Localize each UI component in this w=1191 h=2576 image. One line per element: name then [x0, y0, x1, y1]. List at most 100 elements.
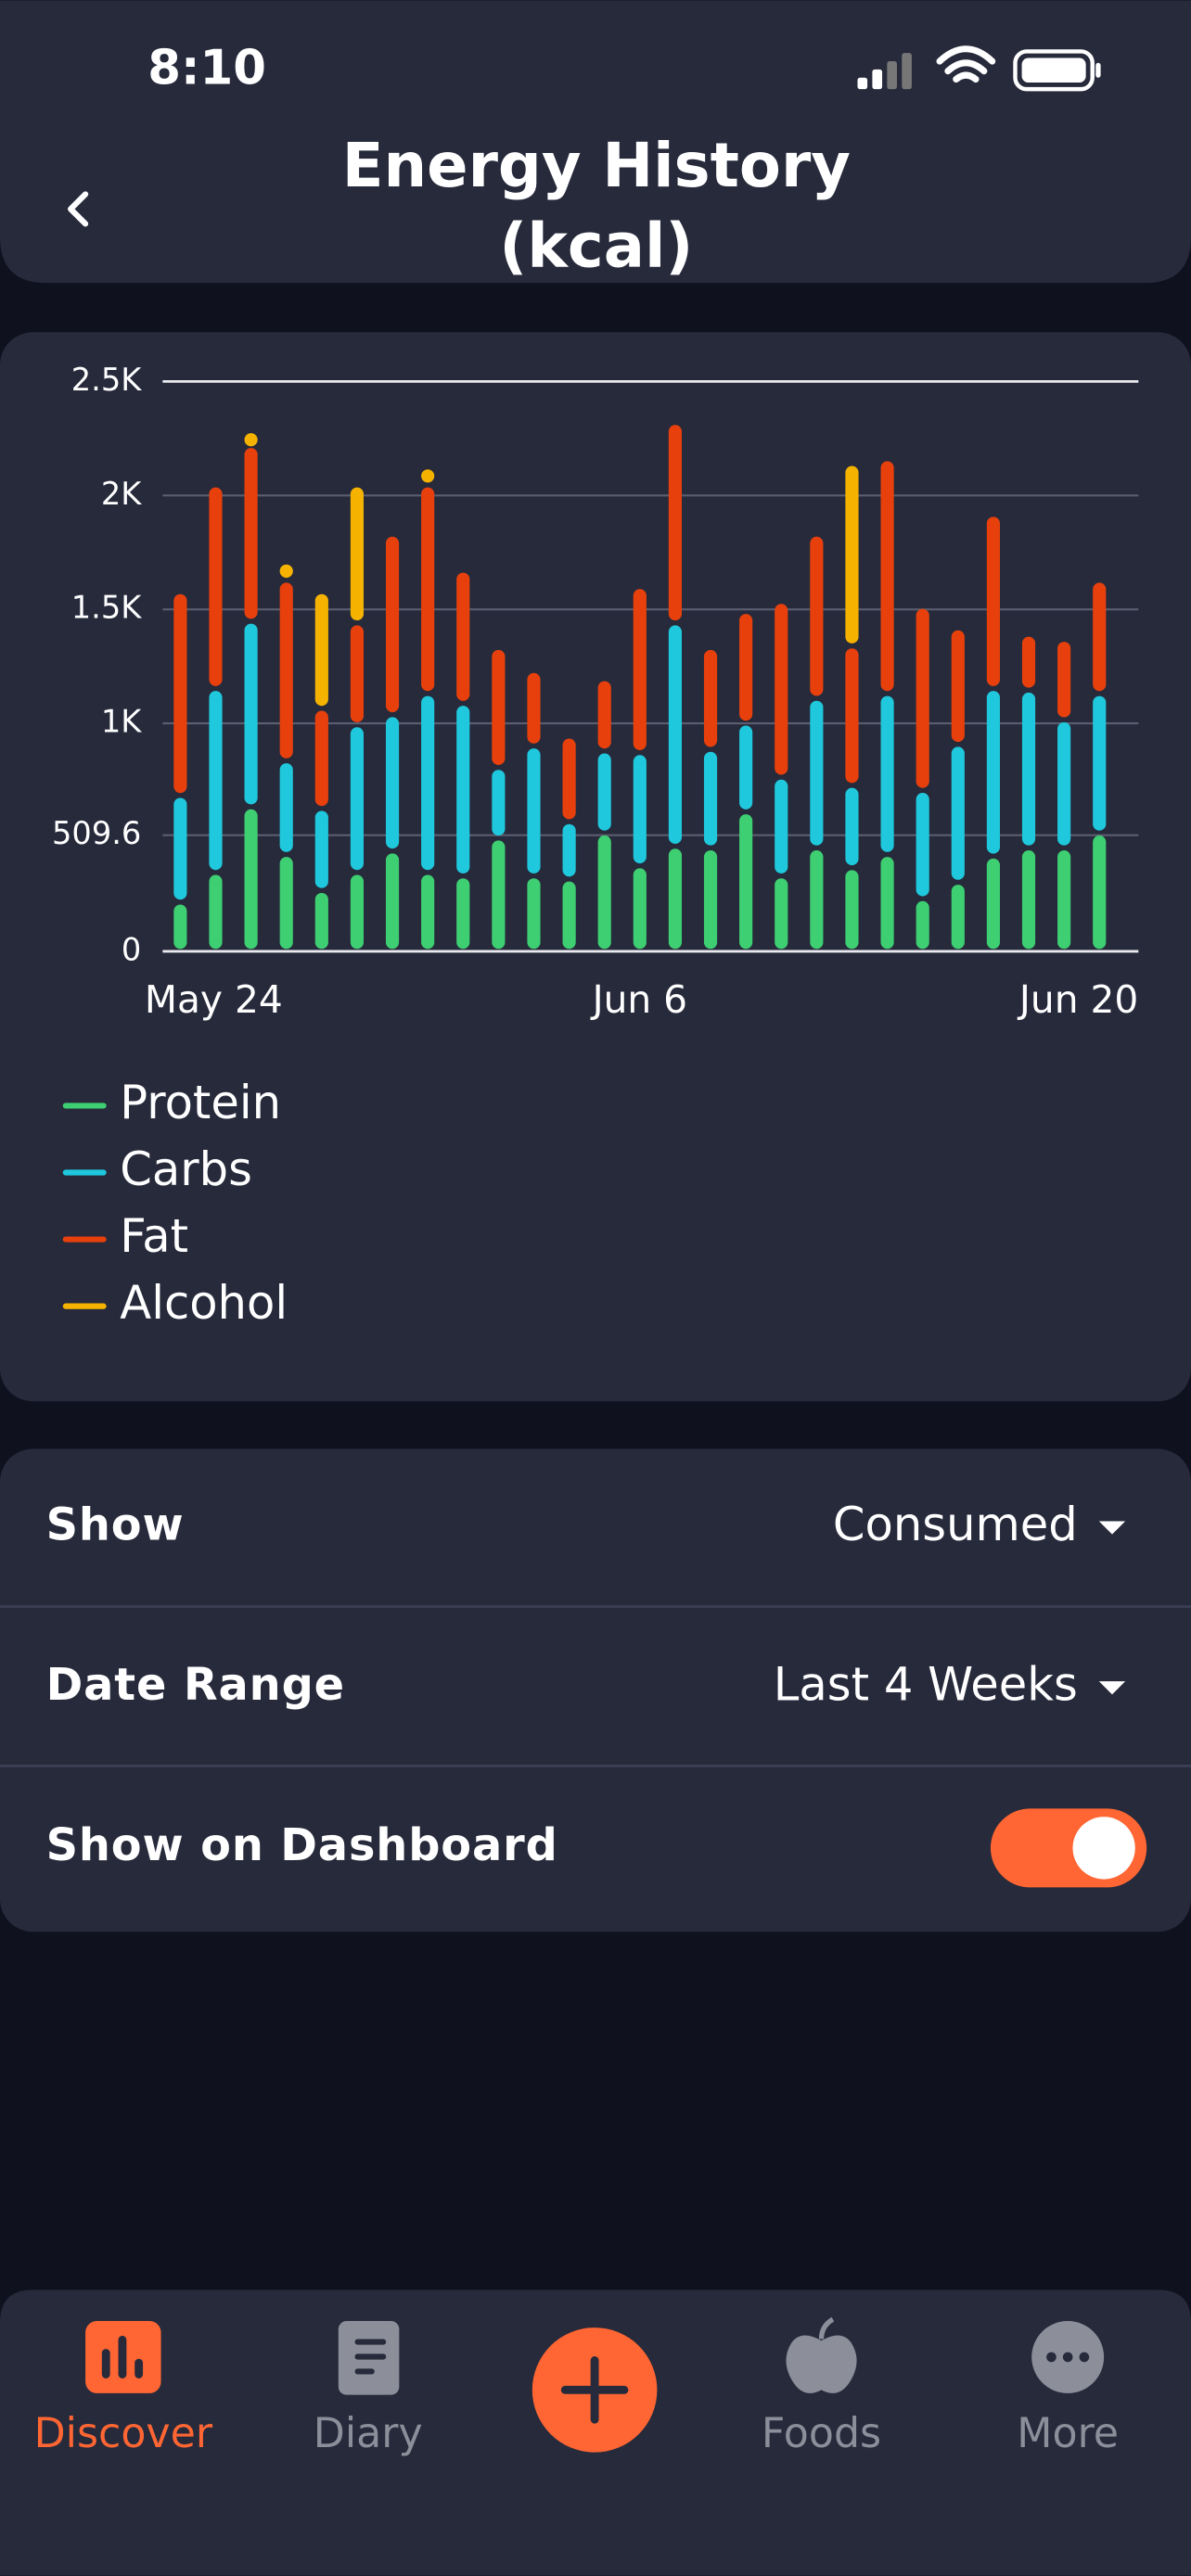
bar-segment	[492, 649, 506, 765]
bar-segment	[244, 433, 258, 447]
bar-segment	[703, 751, 718, 846]
screen-title: Energy History (kcal)	[342, 131, 851, 282]
bar-segment	[350, 625, 365, 722]
tab-label[interactable]: Foods	[762, 2410, 881, 2457]
tab-label[interactable]: More	[1017, 2410, 1119, 2457]
bar-segment	[703, 849, 718, 950]
y-tick-label: 2.5K	[71, 362, 142, 398]
bar-segment	[951, 885, 965, 950]
bar-segment	[421, 695, 435, 871]
bar-segment	[810, 700, 824, 846]
setting-value[interactable]: Last 4 Weeks	[774, 1658, 1078, 1712]
bar-segment	[279, 763, 293, 852]
bar-segment	[209, 874, 223, 950]
bar-segment	[527, 878, 541, 950]
bar-segment	[350, 727, 365, 871]
bar-segment	[775, 604, 788, 775]
bar-segment	[562, 881, 576, 950]
bar-segment	[173, 904, 187, 950]
bar-segment	[421, 487, 435, 692]
bar-segment	[209, 691, 223, 871]
bar-segment	[244, 623, 258, 805]
settings-card	[0, 1448, 1191, 1932]
bar-segment	[916, 900, 929, 950]
bar-segment	[845, 787, 859, 866]
bar-segment	[492, 770, 506, 836]
bar-segment	[456, 572, 470, 701]
bar-segment	[1021, 849, 1036, 950]
bar-segment	[562, 823, 576, 877]
bar-segment	[279, 564, 293, 579]
bar-segment	[845, 465, 859, 644]
bar-segment	[1057, 721, 1071, 846]
legend-label: Fat	[120, 1209, 188, 1263]
bar-segment	[209, 487, 223, 686]
legend-label: Carbs	[120, 1142, 252, 1196]
tab-label[interactable]: Diary	[314, 2410, 423, 2457]
bar-segment	[527, 672, 541, 744]
bar-segment	[1057, 642, 1071, 718]
bar-segment	[703, 649, 718, 747]
bar-segment	[986, 858, 1001, 950]
setting-label: Show	[46, 1500, 185, 1551]
bar-segment	[421, 469, 435, 483]
bar-segment	[810, 536, 824, 696]
bar-segment	[775, 779, 788, 874]
bar-segment	[739, 814, 753, 950]
dropdown-arrow	[1098, 1681, 1126, 1695]
bar-segment	[880, 695, 894, 852]
bar-segment	[633, 868, 647, 950]
bar-segment	[1093, 695, 1107, 831]
x-tick-label: May 24	[145, 977, 283, 1022]
bar-segment	[845, 648, 859, 784]
setting-value[interactable]: Consumed	[833, 1498, 1078, 1551]
status-icons	[857, 45, 1101, 92]
bar-segment	[880, 857, 894, 950]
bar-segment	[1093, 582, 1107, 692]
bar-segment	[986, 516, 1001, 686]
bar-segment	[845, 870, 859, 950]
bar-segment	[314, 810, 328, 888]
bar-segment	[597, 835, 611, 950]
bar-segment	[562, 738, 576, 820]
bar-segment	[314, 892, 328, 950]
bar-segment	[1057, 849, 1071, 950]
bar-segment	[421, 874, 435, 950]
bar-segment	[739, 725, 753, 810]
bar-segment	[173, 797, 187, 900]
status-time: 8:10	[147, 41, 266, 96]
bar-segment	[1021, 692, 1036, 846]
bar-segment	[492, 840, 506, 950]
bar-segment	[173, 593, 187, 794]
y-tick-label: 509.6	[52, 815, 141, 851]
tab-label[interactable]: Discover	[34, 2410, 213, 2457]
bar-segment	[810, 849, 824, 950]
add-button[interactable]	[531, 2327, 658, 2453]
bar-segment	[668, 625, 683, 844]
foods-icon	[786, 2316, 857, 2393]
setting-label: Show on Dashboard	[46, 1820, 558, 1871]
bar-segment	[456, 706, 470, 874]
back-button[interactable]	[68, 191, 89, 227]
bar-segment	[350, 874, 365, 950]
bar-segment	[279, 857, 293, 950]
bar-segment	[633, 589, 647, 750]
bar-segment	[668, 848, 683, 950]
bar-segment	[739, 614, 753, 721]
x-tick-label: Jun 6	[590, 977, 687, 1022]
legend-label: Alcohol	[120, 1276, 288, 1330]
bar-segment	[244, 448, 258, 619]
bar-segment	[456, 878, 470, 950]
y-tick-label: 0	[122, 931, 141, 967]
bar-segment	[314, 710, 328, 807]
bar-segment	[597, 753, 611, 831]
x-tick-label: Jun 20	[1017, 977, 1138, 1022]
y-tick-label: 1.5K	[71, 590, 142, 626]
tabs: Discover Diary Foods More	[34, 2410, 1119, 2457]
discover-icon	[85, 2320, 161, 2393]
setting-label: Date Range	[46, 1660, 345, 1711]
bar-segment	[244, 809, 258, 950]
dropdown-arrow	[1098, 1521, 1126, 1535]
